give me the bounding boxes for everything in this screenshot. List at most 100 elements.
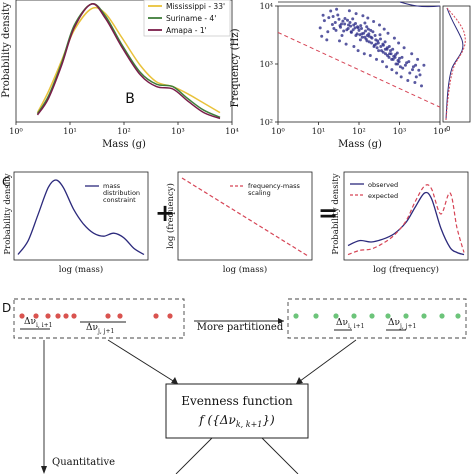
scatter-point <box>340 34 344 37</box>
scatter-point <box>418 73 422 77</box>
scatter-point <box>373 34 377 37</box>
scatter-point <box>388 52 392 56</box>
spectral-peak-dot <box>421 313 427 319</box>
d-left-delta-2-sub: j, j+1 <box>97 328 114 335</box>
plus-operator: + <box>155 199 175 227</box>
scatter-point <box>330 23 334 26</box>
evenness-out-right <box>261 437 299 474</box>
d-left-box <box>13 298 185 339</box>
right-marginal-frame <box>442 5 471 123</box>
scatter-point <box>365 25 369 29</box>
panel-a-series-0 <box>36 6 221 114</box>
scatter-point <box>325 38 329 42</box>
spectral-peak-dot <box>45 313 51 319</box>
scatter-point <box>337 17 341 21</box>
c2-frame <box>177 171 313 261</box>
right-marginal-expected <box>445 7 466 121</box>
scatter-point <box>392 54 396 58</box>
scatter-point <box>395 71 399 75</box>
scatter-point <box>387 45 391 48</box>
panel-d: D Δνi, i+1 Δνj, j+1 Δνi, i+1 Δνj, j+1 Mo… <box>2 298 467 474</box>
panel-a-xtick-label: 10⁴ <box>225 127 238 136</box>
panel-b-points <box>318 7 426 88</box>
scatter-point <box>360 32 364 36</box>
panel-a-series-group <box>36 3 221 120</box>
c3-ylabel: Probability density <box>331 173 341 254</box>
quantitative-arrowhead <box>41 466 47 474</box>
scatter-point <box>383 47 387 51</box>
scatter-point <box>368 54 372 57</box>
scatter-point <box>405 61 409 65</box>
d-right-dots <box>293 313 461 319</box>
scatter-point <box>391 47 395 51</box>
scatter-point <box>389 49 392 53</box>
evenness-function-formula: f ({Δνk, k+1}) <box>198 413 275 429</box>
scatter-point <box>326 30 330 34</box>
evenness-formula-main: f ({Δν <box>198 413 236 427</box>
scatter-point <box>346 18 349 22</box>
scatter-point <box>338 39 341 43</box>
scatter-point <box>369 28 373 32</box>
c1-legend-line-1: mass <box>103 182 121 190</box>
c2-legend-line-2: scaling <box>248 189 271 197</box>
scatter-point <box>370 41 374 45</box>
evenness-function-box <box>165 383 309 439</box>
panel-b-ylabel: Frequency (Hz) <box>230 28 241 107</box>
evenness-formula-sub: k, k+1 <box>236 420 263 429</box>
d-right-box <box>287 298 467 339</box>
scatter-point <box>382 27 386 31</box>
scatter-point <box>381 60 384 64</box>
c1-frame <box>13 171 149 261</box>
panel-letter-b: B <box>125 91 135 107</box>
scatter-point <box>356 26 360 30</box>
scatter-point <box>363 21 367 25</box>
scatter-point <box>386 54 389 57</box>
scatter-point <box>362 52 366 56</box>
scatter-point <box>385 65 389 69</box>
spectral-peak-dot <box>33 313 39 319</box>
scatter-point <box>332 27 336 30</box>
spectral-peak-dot <box>313 313 319 319</box>
scatter-point <box>379 45 383 48</box>
scatter-point <box>344 42 348 46</box>
quantitative-label: Quantitative <box>52 457 115 468</box>
panel-a-xtick-label: 10³ <box>171 127 184 136</box>
scatter-point <box>394 62 398 66</box>
scatter-point <box>367 34 371 38</box>
spectral-peak-dot <box>63 313 69 319</box>
right-marginal-tick: 0 <box>446 125 450 133</box>
scatter-point <box>347 9 351 13</box>
d-left-dots <box>19 313 173 319</box>
scatter-point <box>392 36 396 40</box>
scatter-point <box>367 32 371 36</box>
d-left-delta-2: Δνj, j+1 <box>86 323 114 335</box>
evenness-formula-end: }) <box>262 413 275 427</box>
scatter-point <box>370 36 374 40</box>
scatter-point <box>420 84 423 88</box>
scatter-point <box>367 40 371 44</box>
scatter-point <box>351 28 355 32</box>
c3-legend-expected: expected <box>368 192 398 200</box>
spectral-peak-dot <box>167 313 173 319</box>
panel-b-xtick-label: 10³ <box>393 127 406 136</box>
equals-operator: = <box>318 199 338 227</box>
scatter-point <box>395 51 399 55</box>
spectral-peak-dot <box>19 313 25 319</box>
arrow-left-to-evenness <box>107 339 179 385</box>
panel-b-ytick-label: 10⁴ <box>260 2 273 11</box>
scatter-point <box>349 24 353 28</box>
c1-legend-label: mass distribution constraint <box>103 182 142 204</box>
arrowhead-left-to-evenness <box>171 377 178 384</box>
scatter-point <box>417 68 421 72</box>
panel-c: C Probability density mass distribution … <box>2 171 469 275</box>
scatter-point <box>372 20 376 23</box>
panel-a-series-1 <box>36 3 221 118</box>
scatter-point <box>335 7 339 11</box>
scatter-point <box>381 50 385 54</box>
scatter-point <box>414 75 418 79</box>
panel-a: Probability density 10⁰ 10¹ 10² 10³ 10⁴ Mass… <box>1 0 239 150</box>
c1-legend-line-2: distribution <box>103 189 140 197</box>
scatter-point <box>366 16 370 20</box>
scatter-point <box>377 49 381 53</box>
panel-a-xticks: 10⁰ 10¹ 10² 10³ 10⁴ <box>9 122 239 136</box>
